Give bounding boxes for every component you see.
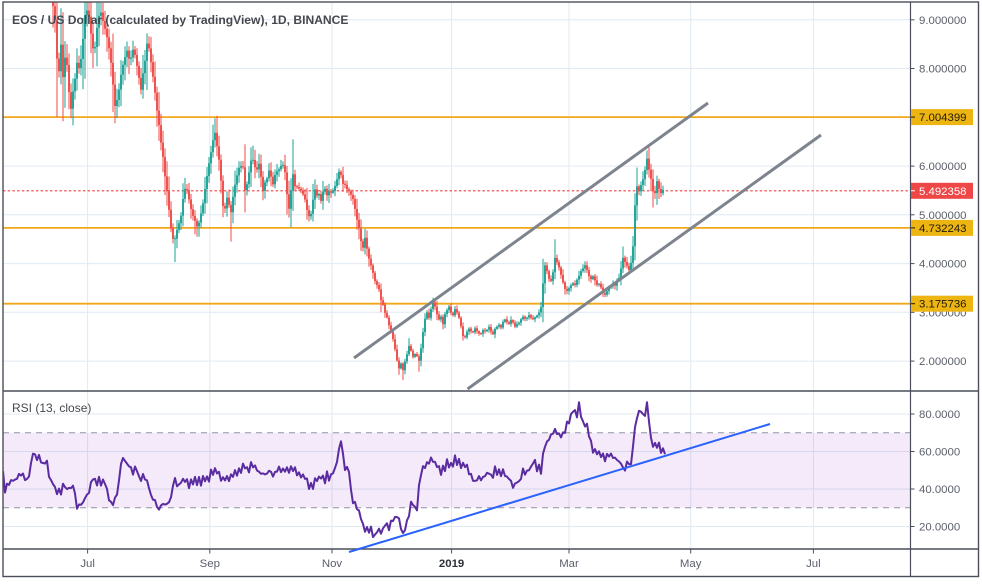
svg-text:9.000000: 9.000000 bbox=[919, 15, 967, 27]
svg-text:7.004399: 7.004399 bbox=[919, 112, 967, 124]
svg-text:RSI (13, close): RSI (13, close) bbox=[12, 401, 91, 415]
svg-text:8.000000: 8.000000 bbox=[919, 64, 967, 76]
svg-text:60.0000: 60.0000 bbox=[919, 447, 960, 459]
svg-text:20.0000: 20.0000 bbox=[919, 522, 960, 534]
svg-text:6.000000: 6.000000 bbox=[919, 161, 967, 173]
svg-text:Jul: Jul bbox=[806, 558, 821, 570]
svg-text:2.000000: 2.000000 bbox=[919, 356, 967, 368]
svg-text:5.492358: 5.492358 bbox=[919, 186, 967, 198]
svg-text:EOS / US Dollar (calculated by: EOS / US Dollar (calculated by TradingVi… bbox=[12, 13, 348, 27]
svg-text:40.0000: 40.0000 bbox=[919, 484, 960, 496]
svg-text:Nov: Nov bbox=[322, 558, 343, 570]
svg-text:Jul: Jul bbox=[80, 558, 95, 570]
svg-text:4.000000: 4.000000 bbox=[919, 259, 967, 271]
svg-text:2019: 2019 bbox=[439, 558, 464, 570]
svg-text:4.732243: 4.732243 bbox=[919, 223, 967, 235]
svg-text:5.000000: 5.000000 bbox=[919, 210, 967, 222]
svg-text:Mar: Mar bbox=[559, 558, 579, 570]
svg-text:3.175736: 3.175736 bbox=[919, 299, 967, 311]
svg-text:80.0000: 80.0000 bbox=[919, 409, 960, 421]
svg-text:Sep: Sep bbox=[200, 558, 220, 570]
svg-text:May: May bbox=[680, 558, 702, 570]
